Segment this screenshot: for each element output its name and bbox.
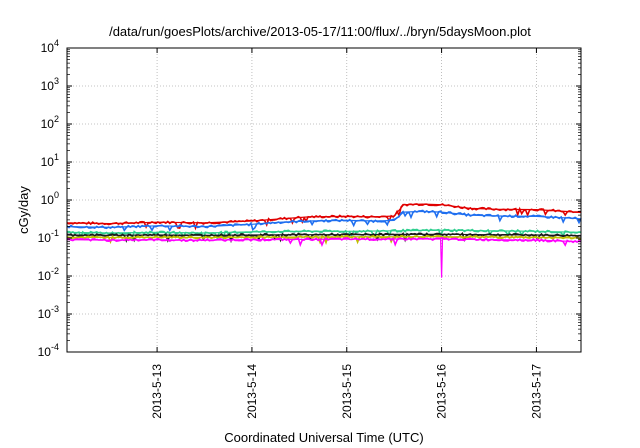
series-trend-4: [66, 236, 582, 239]
plot-frame: [66, 47, 582, 353]
x-tick-label: 2013-5-17: [529, 364, 543, 419]
x-tick-label: 2013-5-13: [150, 364, 164, 419]
y-axis-label: cGy/day: [16, 186, 31, 234]
chart-title: /data/run/goesPlots/archive/2013-05-17/1…: [109, 24, 531, 39]
y-axis-ticks: 10-4 10-3 10-2 10-1 100 101 102 103 104: [38, 38, 581, 359]
series-trend-3: [66, 233, 582, 237]
y-tick-label: 10-1: [38, 228, 59, 245]
x-tick-label: 2013-5-14: [245, 364, 259, 419]
x-axis-ticks: 2013-5-13 2013-5-14 2013-5-15 2013-5-16 2013…: [150, 48, 543, 419]
y-tick-label: 10-4: [38, 342, 59, 359]
series-group: [66, 203, 582, 278]
series-trend-0: [66, 203, 582, 225]
x-tick-label: 2013-5-15: [340, 364, 354, 419]
series-trend-5: [66, 238, 582, 278]
y-tick-label: 10-2: [38, 266, 59, 283]
y-tick-label: 101: [41, 152, 59, 169]
x-tick-label: 2013-5-16: [435, 364, 449, 419]
y-tick-label: 103: [41, 76, 59, 93]
y-tick-label: 10-3: [38, 304, 59, 321]
series-trend-1: [66, 210, 582, 229]
y-tick-label: 100: [41, 190, 59, 207]
grid-lines: [67, 48, 581, 352]
y-tick-label: 104: [41, 38, 59, 55]
series-trend-2: [66, 229, 582, 234]
y-tick-label: 102: [41, 114, 59, 131]
x-axis-label: Coordinated Universal Time (UTC): [224, 430, 423, 445]
